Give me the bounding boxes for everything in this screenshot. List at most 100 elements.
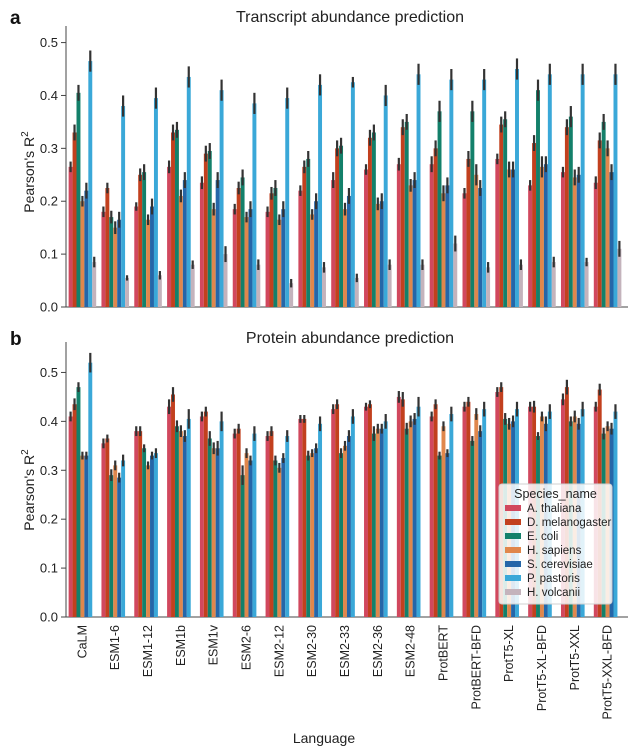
bar [576, 174, 581, 307]
legend-item: P. pastoris [527, 573, 580, 585]
bar [153, 453, 158, 617]
bar [462, 406, 467, 617]
bar [474, 414, 479, 617]
category-label: ESM1b [174, 625, 188, 666]
bar [339, 145, 344, 307]
bar [364, 169, 368, 307]
bar [199, 182, 204, 307]
bar [605, 148, 610, 307]
bar [80, 455, 85, 617]
bar [346, 195, 351, 307]
bar [298, 418, 303, 617]
bar [223, 254, 228, 307]
panel-a-ylabel-text: Pearson's R [21, 137, 37, 213]
bar [613, 411, 618, 617]
bar [207, 150, 212, 307]
bar [157, 275, 162, 307]
bar [310, 453, 315, 617]
bar [429, 164, 434, 307]
legend-item: H. volcanii [527, 587, 580, 599]
bar [543, 164, 548, 307]
bar [503, 119, 508, 307]
bar [371, 132, 376, 307]
bar [343, 445, 347, 617]
bar [597, 140, 602, 307]
bar [404, 121, 409, 308]
bar [252, 103, 257, 308]
bar [536, 90, 540, 307]
bar [211, 448, 216, 617]
bar [219, 421, 224, 617]
bar [302, 166, 307, 307]
bar [265, 436, 270, 617]
bar [153, 98, 158, 307]
bar [306, 158, 311, 307]
bar [400, 399, 405, 617]
bar [310, 214, 315, 307]
bar [613, 74, 618, 307]
bar [76, 92, 81, 307]
category-label: ProtBERT-BFD [469, 625, 483, 710]
bar [273, 460, 278, 617]
bar [416, 406, 421, 617]
bar [207, 438, 212, 617]
bar [551, 262, 556, 307]
bar [211, 209, 216, 307]
bar [367, 137, 372, 307]
bar [269, 431, 274, 617]
bar [412, 180, 417, 307]
bar [572, 177, 577, 307]
bar [178, 431, 183, 617]
bar [335, 404, 340, 617]
legend-swatch [505, 589, 521, 595]
bar [318, 423, 323, 617]
bar [449, 79, 454, 307]
bar [134, 206, 139, 307]
bar [236, 428, 241, 617]
bar [252, 433, 257, 617]
bar [350, 416, 355, 617]
bar [350, 82, 355, 307]
category-label: ESM2-33 [338, 625, 352, 677]
bar [593, 182, 598, 307]
bar [343, 209, 347, 307]
bar [244, 217, 249, 307]
bar [171, 132, 175, 307]
bar [285, 98, 290, 307]
bar [441, 193, 446, 307]
legend-item: S. cerevisiae [527, 559, 593, 571]
bar [408, 185, 413, 307]
bar [584, 262, 589, 307]
bar [199, 416, 204, 617]
bar [203, 153, 208, 307]
category-labels: CaLM ESM1-6 ESM1-12 ESM1b ESM1v ESM2-6 ESM2-12… [75, 624, 614, 719]
bar [331, 180, 336, 307]
bar [408, 421, 413, 617]
bar [617, 248, 622, 307]
bar [433, 148, 438, 307]
bar [470, 440, 475, 617]
bar [84, 190, 89, 307]
bar [354, 277, 359, 307]
bar [371, 433, 376, 617]
bar [437, 455, 442, 617]
bar [429, 416, 434, 617]
bar [486, 267, 491, 307]
bar [335, 148, 340, 307]
bar [240, 475, 245, 617]
category-label: ProtT5-XXL [568, 625, 582, 690]
bar [383, 421, 388, 617]
bar [92, 262, 97, 307]
bar [499, 124, 504, 307]
bar [182, 180, 187, 307]
bar [277, 219, 282, 307]
bar [244, 453, 249, 617]
bar [80, 201, 85, 307]
bar [412, 418, 417, 617]
bar [445, 185, 450, 307]
bar [146, 219, 151, 307]
bar [203, 411, 208, 617]
bar [285, 436, 290, 617]
bar [302, 418, 307, 617]
